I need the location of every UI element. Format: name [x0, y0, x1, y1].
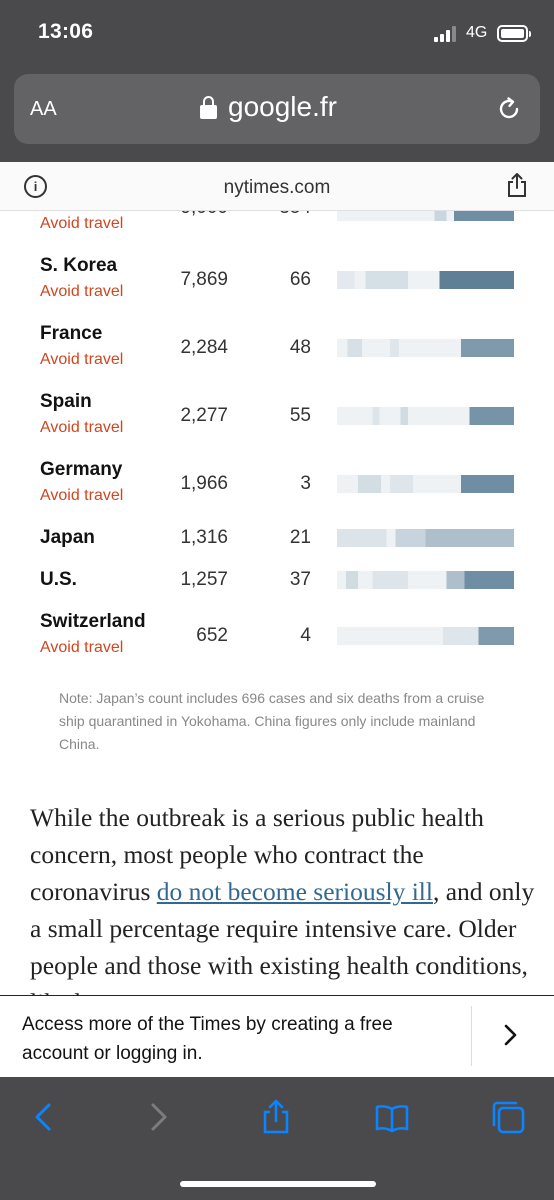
case-count: 1,257	[180, 569, 228, 590]
home-indicator[interactable]	[180, 1181, 376, 1187]
status-bar: 13:06 4G	[0, 0, 554, 64]
browser-chrome: 13:06 4G AA google.fr	[0, 0, 554, 162]
cases-table: Avoid travel 9,000 354 S. Korea Avoid tr…	[0, 211, 554, 671]
network-type: 4G	[466, 24, 488, 41]
country-name: Japan	[40, 527, 95, 548]
cellular-signal-icon	[434, 26, 460, 42]
case-count: 2,277	[180, 405, 228, 426]
share-icon[interactable]	[506, 172, 528, 198]
death-count: 4	[300, 625, 311, 646]
case-count: 1,316	[180, 527, 228, 548]
travel-advisory: Avoid travel	[40, 351, 124, 368]
table-row: Avoid travel 9,000 354	[0, 211, 554, 247]
country-name: Spain	[40, 391, 92, 412]
death-count: 354	[279, 211, 311, 219]
trend-strip	[337, 407, 514, 425]
trend-strip	[337, 571, 514, 589]
battery-icon	[497, 25, 531, 42]
trend-strip	[337, 475, 514, 493]
text-size-button[interactable]: AA	[30, 98, 57, 120]
death-count: 3	[300, 473, 311, 494]
case-count: 7,869	[180, 269, 228, 290]
case-count: 1,966	[180, 473, 228, 494]
death-count: 37	[289, 569, 311, 590]
bookmarks-icon[interactable]	[374, 1099, 410, 1135]
table-row: Switzerland Avoid travel 652 4	[0, 611, 554, 661]
trend-strip	[337, 627, 514, 645]
site-name: nytimes.com	[223, 177, 331, 198]
death-count: 55	[289, 405, 311, 426]
tabs-icon[interactable]	[490, 1099, 526, 1135]
status-time: 13:06	[38, 20, 94, 43]
address-bar[interactable]: AA google.fr	[14, 74, 540, 144]
article-text: While the outbreak is a serious public h…	[30, 803, 484, 906]
country-name: France	[40, 323, 103, 344]
country-name: Switzerland	[40, 611, 146, 632]
country-name: U.S.	[40, 569, 77, 590]
table-row: S. Korea Avoid travel 7,869 66	[0, 255, 554, 305]
travel-advisory: Avoid travel	[40, 639, 124, 656]
browser-toolbar	[0, 1077, 554, 1200]
death-count: 48	[289, 337, 311, 358]
table-row: U.S. 1,257 37	[0, 569, 554, 599]
table-note: Note: Japan’s count includes 696 cases a…	[59, 690, 485, 752]
article-link[interactable]: do not become seriously ill	[156, 877, 433, 906]
article-paragraph: While the outbreak is a serious public h…	[30, 799, 535, 995]
site-header: i nytimes.com	[0, 162, 554, 211]
banner-divider	[471, 1006, 472, 1066]
table-row: Spain Avoid travel 2,277 55	[0, 391, 554, 441]
case-count: 2,284	[180, 337, 228, 358]
lock-icon	[200, 96, 217, 120]
death-count: 66	[289, 269, 311, 290]
table-row: Japan 1,316 21	[0, 527, 554, 557]
table-row: Germany Avoid travel 1,966 3	[0, 459, 554, 509]
country-name: S. Korea	[40, 255, 118, 276]
account-banner[interactable]: Access more of the Times by creating a f…	[0, 995, 554, 1077]
case-count: 652	[196, 625, 228, 646]
travel-advisory: Avoid travel	[40, 215, 124, 232]
trend-strip	[337, 339, 514, 357]
article-text: , and only a small percentage require in…	[30, 877, 535, 995]
forward-icon[interactable]	[140, 1099, 176, 1135]
share-icon[interactable]	[258, 1099, 294, 1135]
url-domain[interactable]: google.fr	[228, 91, 337, 122]
case-count: 9,000	[180, 211, 228, 219]
back-icon[interactable]	[26, 1099, 62, 1135]
country-name: Germany	[40, 459, 123, 480]
travel-advisory: Avoid travel	[40, 419, 124, 436]
death-count: 21	[289, 527, 311, 548]
trend-strip	[337, 271, 514, 289]
banner-message: Access more of the Times by creating a f…	[22, 1014, 393, 1064]
trend-strip	[337, 211, 514, 221]
info-icon[interactable]: i	[24, 175, 47, 198]
travel-advisory: Avoid travel	[40, 283, 124, 300]
trend-strip	[337, 529, 514, 547]
travel-advisory: Avoid travel	[40, 487, 124, 504]
chevron-right-icon[interactable]	[500, 1022, 520, 1048]
reload-icon[interactable]	[496, 96, 522, 122]
table-row: France Avoid travel 2,284 48	[0, 323, 554, 373]
